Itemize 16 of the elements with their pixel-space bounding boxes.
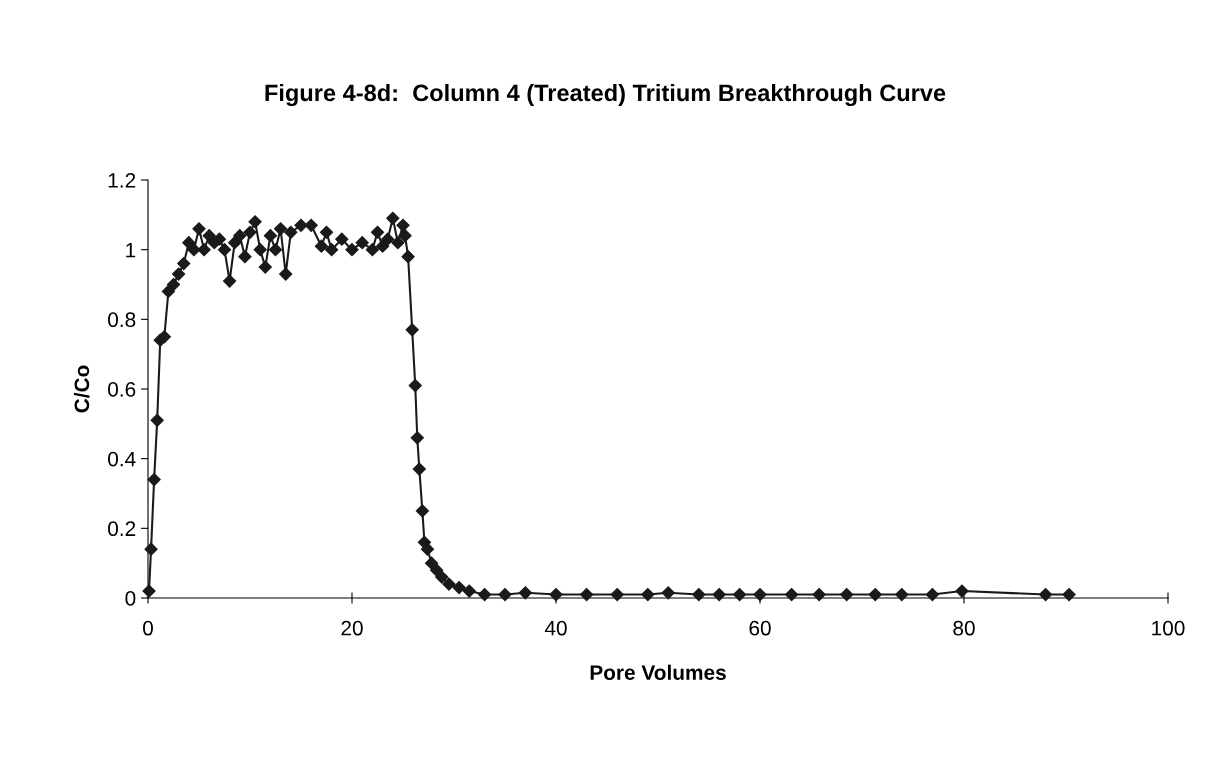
x-tick-label: 20 — [341, 620, 363, 636]
x-tick-label: 80 — [953, 620, 975, 636]
chart-title: Figure 4-8d: Column 4 (Treated) Tritium Breakthrough Curve — [265, 83, 946, 107]
y-axis-title: C/Co — [73, 365, 90, 413]
y-tick-label: 0.8 — [108, 312, 136, 328]
x-tick-label: 0 — [143, 620, 153, 636]
y-tick-label: 0.2 — [108, 521, 136, 537]
y-tick-label: 0.4 — [108, 451, 136, 467]
x-tick-label: 40 — [544, 620, 567, 636]
y-tick-label: 1.2 — [108, 173, 136, 188]
x-tick-label: 60 — [749, 620, 771, 636]
y-tick-label: 0.6 — [108, 382, 136, 397]
x-tick-label: 100 — [1152, 620, 1185, 636]
y-tick-label: 1 — [126, 242, 136, 258]
x-axis-title: Pore Volumes — [590, 664, 726, 680]
y-tick-label: 0 — [125, 591, 136, 606]
